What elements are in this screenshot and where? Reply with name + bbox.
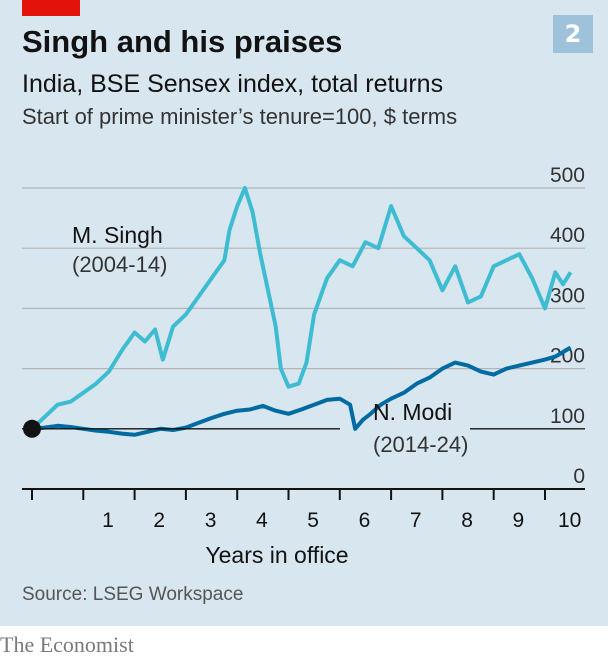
series-lines <box>22 186 585 438</box>
y-tick-label: 300 <box>550 284 585 307</box>
line-chart: 0 100 200 300 400 500 M. Singh (2004-14) N. M… <box>22 164 585 568</box>
x-tick-label: 5 <box>307 509 319 532</box>
y-tick-label: 100 <box>550 405 585 428</box>
modi-series-sublabel: (2014-24) <box>373 432 468 457</box>
x-tick-label: 6 <box>359 509 371 532</box>
series-labels: M. Singh (2004-14) N. Modi (2014-24) <box>72 222 468 457</box>
chart-card <box>0 0 608 626</box>
modi-series-label: N. Modi <box>373 399 452 425</box>
singh-series-sublabel: (2004-14) <box>72 252 167 277</box>
x-tick-label: 4 <box>256 509 268 532</box>
y-tick-label: 400 <box>550 224 585 247</box>
singh-series-label: M. Singh <box>72 222 163 248</box>
source-note: Source: LSEG Workspace <box>22 584 244 605</box>
economist-red-tag <box>22 0 80 16</box>
x-tick-label: 8 <box>461 509 473 532</box>
chart-subtitle: India, BSE Sensex index, total returns <box>22 70 444 98</box>
gridlines <box>22 187 585 370</box>
x-tick-label: 10 <box>558 509 581 532</box>
y-tick-label: 0 <box>573 465 585 488</box>
x-tick-label: 2 <box>153 509 165 532</box>
x-tick-label: 1 <box>102 509 114 532</box>
modi-line <box>31 345 572 437</box>
singh-line <box>30 186 573 431</box>
y-axis-labels: 0 100 200 300 400 500 <box>550 164 585 488</box>
y-tick-label: 500 <box>550 164 585 187</box>
x-tick-label: 3 <box>205 509 217 532</box>
x-axis: 1 2 3 4 5 6 7 8 9 10 <box>22 488 585 532</box>
chart-title: Singh and his praises <box>22 24 343 59</box>
chart-number-badge: 2 <box>553 15 593 53</box>
economist-brand: The Economist <box>0 632 134 657</box>
x-tick-label: 7 <box>410 509 422 532</box>
chart-description: Start of prime minister’s tenure=100, $ … <box>22 104 458 129</box>
y-tick-label: 200 <box>550 345 585 368</box>
x-axis-title: Years in office <box>205 542 348 568</box>
x-tick-label: 9 <box>513 509 525 532</box>
start-point-marker <box>23 419 41 438</box>
